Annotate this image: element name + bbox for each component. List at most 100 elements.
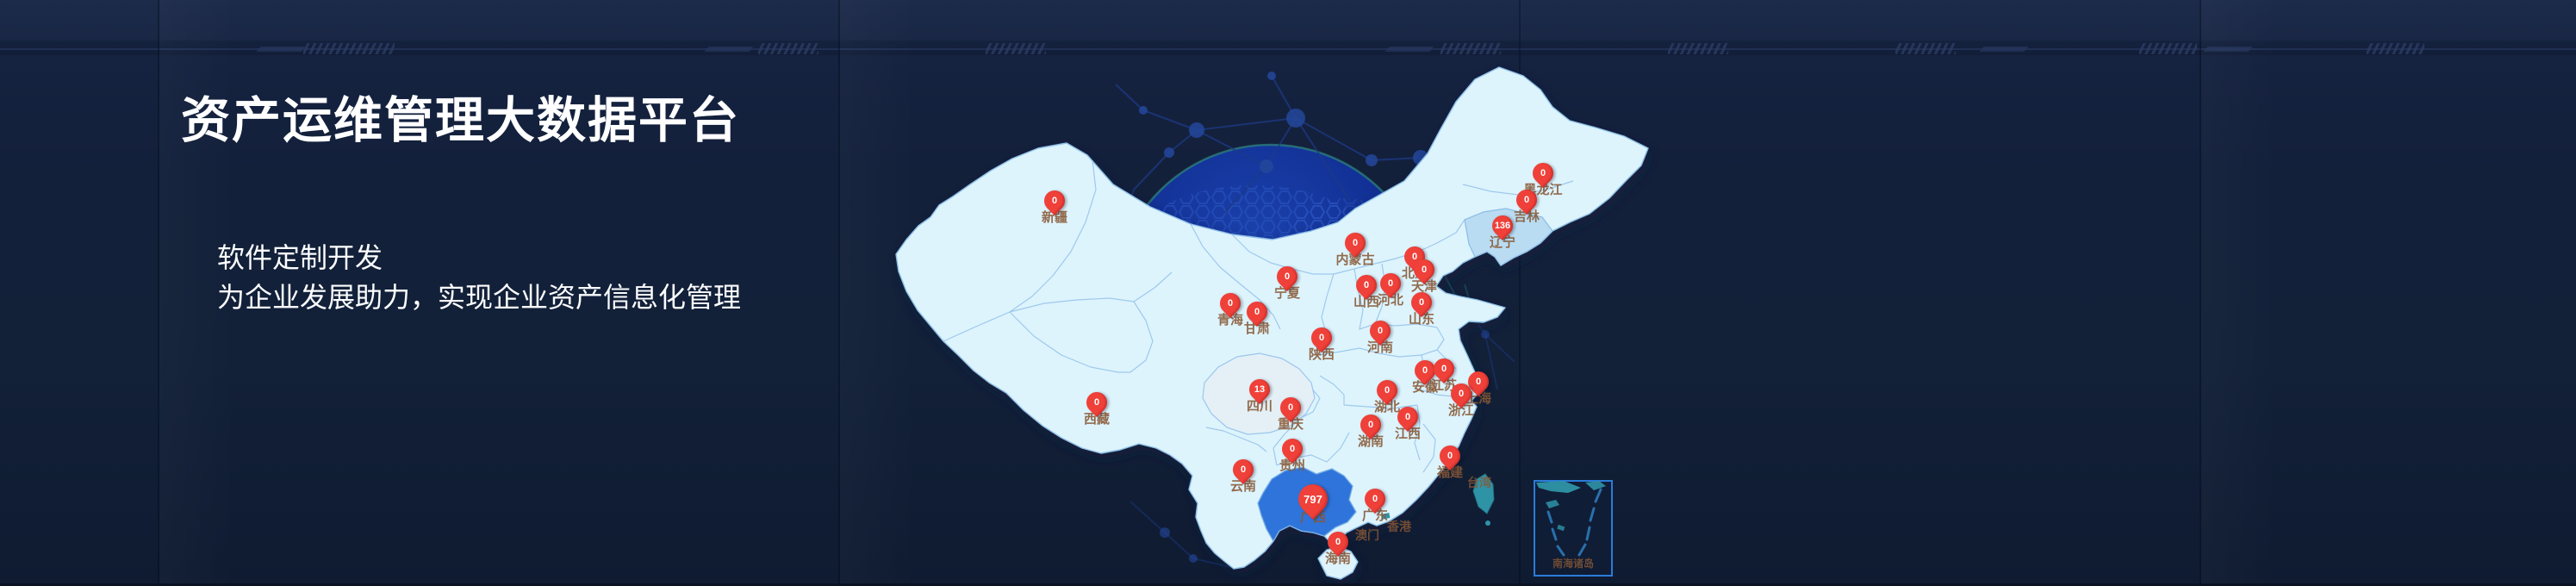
province-label: 湖北: [1373, 400, 1401, 415]
network-nodes: [1139, 72, 1469, 187]
province-label: 福建: [1436, 465, 1464, 480]
map-pin-吉林[interactable]: 0: [1512, 185, 1541, 215]
region-label: 香港: [1387, 520, 1411, 533]
map-pin-湖北[interactable]: 0: [1372, 376, 1402, 405]
pin-value: 0: [1367, 420, 1374, 430]
map-pin-海南[interactable]: 0: [1323, 527, 1353, 557]
pin-value: 0: [1240, 464, 1247, 475]
map-pin-黑龙江[interactable]: 0: [1528, 159, 1558, 188]
panel-seam-glow: [159, 0, 237, 586]
province-label: 内蒙古: [1335, 252, 1375, 267]
pin-value: 797: [1304, 492, 1322, 506]
province-label: 河北: [1377, 293, 1404, 308]
map-pin-河北[interactable]: 0: [1376, 269, 1405, 298]
map-pin-山东[interactable]: 0: [1407, 288, 1436, 317]
map-pin-河南[interactable]: 0: [1366, 316, 1395, 346]
pin-value: 0: [1458, 389, 1465, 399]
pin-value: 0: [1387, 278, 1394, 289]
pin-value: 0: [1284, 271, 1291, 282]
province-label: 天津: [1410, 279, 1438, 294]
pin-value: 0: [1421, 265, 1428, 275]
subtitle-line-1: 软件定制开发: [217, 242, 383, 273]
region-label: 南海诸岛: [1552, 558, 1595, 570]
map-pin-浙江[interactable]: 0: [1447, 379, 1476, 408]
map-pin-江西[interactable]: 0: [1393, 402, 1422, 432]
province-taiwan: [1472, 473, 1495, 514]
province-label: 江西: [1394, 427, 1422, 441]
pin-value: 0: [1384, 385, 1391, 396]
map-pin-西藏[interactable]: 0: [1082, 388, 1111, 417]
map-pin-陕西[interactable]: 0: [1307, 323, 1336, 352]
map-pin-云南[interactable]: 0: [1229, 455, 1258, 484]
province-label: 海南: [1324, 552, 1352, 566]
hatch-block: [1440, 43, 1501, 54]
map-pin-天津[interactable]: 0: [1409, 255, 1439, 284]
pin-value: 0: [1335, 537, 1341, 547]
hatch-block: [1668, 43, 1728, 54]
map-pin-四川[interactable]: 13: [1245, 375, 1274, 404]
map-pin-新疆[interactable]: 0: [1040, 186, 1069, 215]
panel-seam-glow: [2201, 0, 2279, 586]
map-pin-广东[interactable]: 0: [1360, 484, 1390, 514]
map-pin-内蒙古[interactable]: 0: [1341, 228, 1370, 258]
pin-value: 0: [1352, 238, 1359, 248]
map-pin-广西[interactable]: 797: [1291, 477, 1335, 521]
pin-value: 0: [1372, 494, 1378, 504]
region-label: 台湾: [1467, 476, 1491, 489]
map-pin-宁夏[interactable]: 0: [1272, 262, 1302, 291]
province-label: 辽宁: [1489, 235, 1516, 250]
map-pin-辽宁[interactable]: 136: [1488, 211, 1517, 240]
pin-value: 0: [1289, 444, 1296, 454]
pin-value: 0: [1093, 397, 1100, 408]
province-label: 青海: [1216, 313, 1244, 327]
page-title: 资产运维管理大数据平台: [181, 93, 740, 148]
network-nodes-lower: [1160, 330, 1490, 563]
hatch-block: [303, 43, 395, 54]
pin-value: 13: [1254, 384, 1266, 395]
island-dot: [1485, 521, 1490, 526]
hatch-block: [986, 43, 1046, 54]
map-pin-福建[interactable]: 0: [1435, 441, 1465, 471]
panel-seam: [2200, 0, 2201, 586]
province-label: 湖南: [1357, 434, 1384, 449]
province-label: 重庆: [1277, 417, 1304, 432]
province-label: 宁夏: [1273, 286, 1301, 301]
pin-value: 136: [1494, 221, 1511, 231]
top-ornament-line: [0, 48, 2576, 50]
province-label: 云南: [1229, 479, 1257, 494]
pin-value: 0: [1404, 412, 1411, 422]
pin-value: 0: [1051, 196, 1058, 206]
panel-seam: [838, 0, 840, 586]
pin-value: 0: [1377, 326, 1384, 336]
province-label: 甘肃: [1243, 321, 1271, 336]
province-label: 河南: [1366, 340, 1394, 355]
pin-value: 0: [1418, 297, 1425, 308]
pin-value: 0: [1440, 364, 1447, 374]
map-pin-青海[interactable]: 0: [1216, 289, 1245, 318]
pin-value: 0: [1287, 402, 1294, 413]
hatch-block: [1895, 43, 1956, 54]
pin-value: 0: [1523, 195, 1530, 205]
map-pin-重庆[interactable]: 0: [1276, 393, 1305, 422]
map-pin-江苏[interactable]: 0: [1429, 354, 1459, 383]
province-label: 上海: [1465, 391, 1492, 406]
page-subtitle: 软件定制开发 为企业发展助力，实现企业资产信息化管理: [217, 238, 741, 317]
hatch-block: [758, 43, 818, 54]
pin-value: 0: [1254, 307, 1260, 317]
map-pin-湖南[interactable]: 0: [1356, 410, 1385, 440]
province-label: 西藏: [1083, 412, 1111, 427]
province-label: 浙江: [1447, 403, 1475, 418]
panel-seam-glow: [840, 0, 918, 586]
province-label: 安徽: [1411, 380, 1439, 395]
map-pin-甘肃[interactable]: 0: [1242, 297, 1272, 327]
pin-value: 0: [1447, 451, 1453, 461]
province-label: 陕西: [1308, 347, 1335, 362]
map-pin-山西[interactable]: 0: [1352, 271, 1381, 300]
top-bar: [0, 0, 2576, 41]
map-pin-贵州[interactable]: 0: [1278, 434, 1307, 464]
province-label: 吉林: [1513, 209, 1540, 224]
province-label: 新疆: [1041, 210, 1068, 225]
pin-value: 0: [1540, 168, 1546, 178]
hatch-block: [2367, 43, 2424, 54]
